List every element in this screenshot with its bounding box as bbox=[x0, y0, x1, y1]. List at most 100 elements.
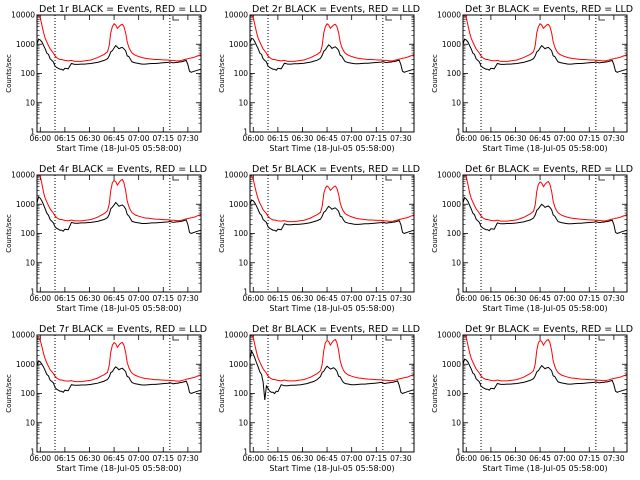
series-events-line bbox=[463, 358, 627, 393]
y-tick-label: 1000 bbox=[442, 200, 461, 209]
x-tick-label: 06:00 bbox=[242, 454, 264, 463]
y-tick-label: 1 bbox=[30, 128, 35, 137]
plot-frame bbox=[36, 334, 202, 453]
x-tick-label: 07:15 bbox=[365, 454, 387, 463]
panel-det-2: Det 2r BLACK = Events, RED = LLD 1 10 100 10… bbox=[218, 4, 420, 153]
x-tick-label: 06:30 bbox=[292, 454, 314, 463]
x-tick-label: 07:00 bbox=[128, 134, 150, 143]
x-tick-label: 06:30 bbox=[79, 454, 101, 463]
x-tick-label: 06:15 bbox=[267, 294, 289, 303]
x-tick-label: 06:00 bbox=[455, 134, 477, 143]
y-tick-label: 1000 bbox=[16, 360, 35, 369]
panel-det-3: Det 3r BLACK = Events, RED = LLD 1 10 100 10… bbox=[431, 4, 633, 153]
y-tick-label: 100 bbox=[447, 69, 462, 78]
y-tick-label: 1000 bbox=[442, 360, 461, 369]
panel-det-9: Det 9r BLACK = Events, RED = LLD 1 10 100 10… bbox=[431, 324, 633, 473]
x-tick-label: 07:30 bbox=[390, 454, 412, 463]
y-tick-label: 10 bbox=[451, 98, 461, 107]
panel-det-4: Det 4r BLACK = Events, RED = LLD 1 10 100 10… bbox=[5, 164, 207, 313]
x-tick-label: 06:15 bbox=[480, 134, 502, 143]
x-tick-label: 07:30 bbox=[603, 134, 625, 143]
y-tick-label: 100 bbox=[234, 69, 249, 78]
x-axis-label: Start Time (18-Jul-05 05:58:00) bbox=[482, 464, 607, 473]
x-tick-label: 07:15 bbox=[152, 294, 174, 303]
series-lld-line bbox=[250, 175, 414, 223]
y-tick-label: 10 bbox=[25, 418, 35, 427]
y-tick-label: 10000 bbox=[11, 171, 35, 180]
x-tick-label: 06:30 bbox=[292, 134, 314, 143]
series-lld-line bbox=[463, 15, 627, 62]
x-tick-label: 06:45 bbox=[316, 134, 338, 143]
y-tick-label: 10 bbox=[238, 258, 248, 267]
panel-title: Det 4r BLACK = Events, RED = LLD bbox=[39, 164, 207, 175]
x-tick-label: 07:30 bbox=[390, 294, 412, 303]
y-tick-label: 10000 bbox=[437, 11, 461, 20]
y-axis-label: Counts/sec bbox=[218, 214, 226, 253]
x-tick-label: 06:00 bbox=[455, 454, 477, 463]
plot-frame bbox=[462, 14, 628, 133]
y-tick-label: 100 bbox=[234, 229, 249, 238]
y-tick-label: 10 bbox=[451, 258, 461, 267]
x-tick-label: 07:00 bbox=[128, 294, 150, 303]
y-tick-label: 10000 bbox=[224, 171, 248, 180]
x-axis-label: Start Time (18-Jul-05 05:58:00) bbox=[56, 144, 181, 153]
plot-frame bbox=[462, 174, 628, 293]
y-tick-label: 100 bbox=[21, 69, 36, 78]
x-axis-label: Start Time (18-Jul-05 05:58:00) bbox=[482, 144, 607, 153]
y-tick-label: 1000 bbox=[229, 200, 248, 209]
x-tick-label: 06:45 bbox=[316, 454, 338, 463]
y-axis-label: Counts/sec bbox=[5, 214, 13, 253]
x-tick-label: 06:15 bbox=[480, 454, 502, 463]
y-axis-label: Counts/sec bbox=[431, 214, 439, 253]
x-tick-label: 06:45 bbox=[529, 454, 551, 463]
panel-det-7: Det 7r BLACK = Events, RED = LLD 1 10 100 10… bbox=[5, 324, 207, 473]
x-tick-label: 06:45 bbox=[103, 134, 125, 143]
corner-marker bbox=[385, 16, 392, 21]
y-tick-label: 1 bbox=[30, 288, 35, 297]
series-lld-line bbox=[37, 336, 201, 383]
corner-marker bbox=[598, 336, 605, 341]
x-tick-label: 06:00 bbox=[29, 454, 51, 463]
corner-marker bbox=[172, 336, 179, 341]
x-tick-label: 07:15 bbox=[578, 294, 600, 303]
y-tick-label: 10000 bbox=[11, 331, 35, 340]
y-tick-label: 10000 bbox=[437, 171, 461, 180]
y-tick-label: 1 bbox=[243, 288, 248, 297]
x-tick-label: 07:30 bbox=[603, 294, 625, 303]
x-tick-label: 07:00 bbox=[341, 294, 363, 303]
y-tick-label: 1000 bbox=[16, 40, 35, 49]
y-tick-label: 1 bbox=[30, 448, 35, 457]
x-tick-label: 06:45 bbox=[103, 454, 125, 463]
x-tick-label: 06:30 bbox=[292, 294, 314, 303]
x-tick-label: 07:15 bbox=[578, 454, 600, 463]
plot-frame bbox=[249, 334, 415, 453]
y-tick-label: 10 bbox=[238, 418, 248, 427]
y-tick-label: 10000 bbox=[224, 11, 248, 20]
x-tick-label: 07:00 bbox=[554, 294, 576, 303]
x-tick-label: 06:15 bbox=[54, 454, 76, 463]
x-tick-label: 06:45 bbox=[103, 294, 125, 303]
y-tick-label: 100 bbox=[21, 389, 36, 398]
x-axis-label: Start Time (18-Jul-05 05:58:00) bbox=[56, 304, 181, 313]
x-tick-label: 06:00 bbox=[29, 294, 51, 303]
y-tick-label: 1 bbox=[456, 128, 461, 137]
x-axis-label: Start Time (18-Jul-05 05:58:00) bbox=[269, 304, 394, 313]
y-tick-label: 1000 bbox=[442, 40, 461, 49]
x-tick-label: 07:30 bbox=[390, 134, 412, 143]
series-events-line bbox=[37, 360, 201, 395]
x-tick-label: 07:15 bbox=[152, 134, 174, 143]
panel-det-1: Det 1r BLACK = Events, RED = LLD 1 10 100 10… bbox=[5, 4, 207, 153]
x-tick-label: 06:45 bbox=[529, 134, 551, 143]
x-tick-label: 06:00 bbox=[29, 134, 51, 143]
x-tick-label: 07:30 bbox=[177, 294, 199, 303]
y-tick-label: 1 bbox=[456, 448, 461, 457]
x-tick-label: 06:45 bbox=[316, 294, 338, 303]
x-axis-label: Start Time (18-Jul-05 05:58:00) bbox=[269, 464, 394, 473]
x-tick-label: 07:15 bbox=[365, 294, 387, 303]
panel-title: Det 3r BLACK = Events, RED = LLD bbox=[465, 4, 633, 15]
panel-title: Det 5r BLACK = Events, RED = LLD bbox=[252, 164, 420, 175]
series-lld-line bbox=[463, 175, 627, 222]
x-tick-label: 06:15 bbox=[54, 294, 76, 303]
x-tick-label: 07:00 bbox=[128, 454, 150, 463]
